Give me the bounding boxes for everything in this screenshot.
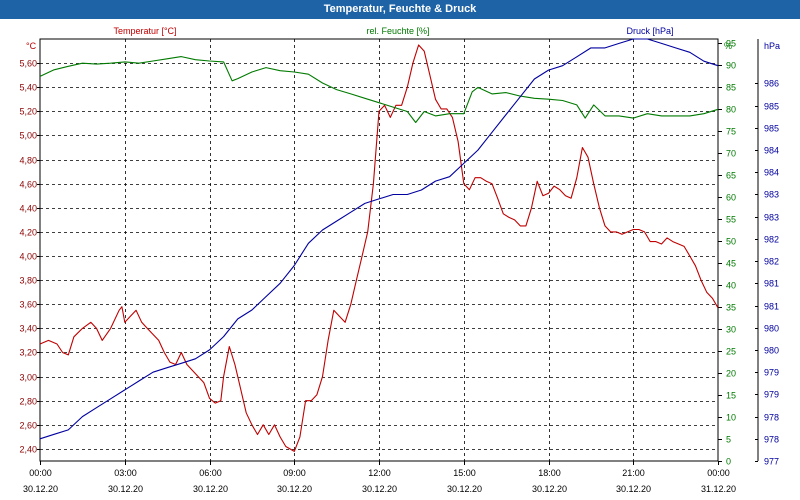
temperature-tick-label: 4,80 [19, 156, 37, 166]
pressure-series-line [39, 38, 719, 440]
humidity-tick-label: 15 [726, 391, 736, 401]
x-tick-time-label: 21:00 [622, 468, 645, 478]
humidity-tick-label: 65 [726, 171, 736, 181]
humidity-tick-label: 35 [726, 303, 736, 313]
humidity-tick-label: 90 [726, 61, 736, 71]
x-tick-date-label: 30.12.20 [532, 484, 567, 494]
temperature-tick-label: 5,40 [19, 83, 37, 93]
temperature-tick-label: 2,80 [19, 397, 37, 407]
legend-temperature: Temperatur [°C] [113, 26, 176, 36]
pressure-tick-label: 984 [764, 168, 779, 178]
temperature-tick-label: 5,60 [19, 59, 37, 69]
pressure-tick-label: 980 [764, 346, 779, 356]
humidity-tick-label: 5 [726, 435, 731, 445]
pressure-tick-label: 981 [764, 279, 779, 289]
pressure-tick-label: 986 [764, 79, 779, 89]
pressure-tick-label: 985 [764, 124, 779, 134]
pressure-tick-label: 982 [764, 257, 779, 267]
humidity-tick-label: 85 [726, 83, 736, 93]
temperature-tick-label: 5,00 [19, 131, 37, 141]
pressure-tick-label: 979 [764, 390, 779, 400]
humidity-tick-label: 55 [726, 215, 736, 225]
pressure-tick-label: 982 [764, 235, 779, 245]
x-tick-time-label: 00:00 [707, 468, 730, 478]
pressure-tick-label: 985 [764, 102, 779, 112]
x-tick-date-label: 30.12.20 [447, 484, 482, 494]
humidity-unit-label: % [724, 41, 732, 51]
humidity-tick-label: 20 [726, 369, 736, 379]
pressure-tick-label: 977 [764, 457, 779, 467]
humidity-tick-label: 70 [726, 149, 736, 159]
humidity-tick-label: 50 [726, 237, 736, 247]
humidity-tick-label: 45 [726, 259, 736, 269]
x-tick-time-label: 18:00 [538, 468, 561, 478]
temperature-tick-label: 3,20 [19, 348, 37, 358]
x-tick-date-label: 31.12.20 [701, 484, 736, 494]
pressure-tick-label: 978 [764, 413, 779, 423]
pressure-tick-label: 981 [764, 302, 779, 312]
humidity-tick-label: 75 [726, 127, 736, 137]
temperature-tick-label: 3,60 [19, 300, 37, 310]
humidity-tick-label: 80 [726, 105, 736, 115]
pressure-tick-label: 983 [764, 190, 779, 200]
pressure-tick-label: 980 [764, 324, 779, 334]
temperature-tick-label: 4,60 [19, 180, 37, 190]
x-tick-date-label: 30.12.20 [362, 484, 397, 494]
temperature-tick-label: 3,00 [19, 373, 37, 383]
pressure-unit-label: hPa [764, 41, 780, 51]
chart-title-bar: Temperatur, Feuchte & Druck [0, 0, 800, 19]
plot-frame [39, 38, 719, 462]
temperature-tick-label: 2,40 [19, 445, 37, 455]
humidity-tick-label: 60 [726, 193, 736, 203]
x-tick-time-label: 12:00 [368, 468, 391, 478]
x-tick-date-label: 30.12.20 [277, 484, 312, 494]
x-tick-date-label: 30.12.20 [616, 484, 651, 494]
temperature-unit-label: °C [26, 41, 37, 51]
temperature-series-line [39, 44, 719, 452]
x-tick-date-label: 30.12.20 [108, 484, 143, 494]
humidity-tick-label: 0 [726, 457, 731, 467]
temperature-tick-label: 2,60 [19, 421, 37, 431]
humidity-tick-label: 25 [726, 347, 736, 357]
x-tick-date-label: 30.12.20 [193, 484, 228, 494]
x-tick-time-label: 06:00 [199, 468, 222, 478]
x-tick-time-label: 09:00 [283, 468, 306, 478]
pressure-tick-label: 979 [764, 368, 779, 378]
humidity-tick-label: 95 [726, 39, 736, 49]
temperature-tick-label: 3,80 [19, 276, 37, 286]
x-tick-date-label: 30.12.20 [23, 484, 58, 494]
x-tick-time-label: 03:00 [114, 468, 137, 478]
humidity-tick-label: 30 [726, 325, 736, 335]
humidity-tick-label: 40 [726, 281, 736, 291]
temperature-tick-label: 4,40 [19, 204, 37, 214]
pressure-tick-label: 984 [764, 146, 779, 156]
x-tick-time-label: 00:00 [29, 468, 52, 478]
temperature-tick-label: 3,40 [19, 324, 37, 334]
legend-pressure: Druck [hPa] [626, 26, 673, 36]
legend-humidity: rel. Feuchte [%] [366, 26, 429, 36]
humidity-series-line [39, 56, 719, 124]
pressure-tick-label: 983 [764, 213, 779, 223]
humidity-tick-label: 10 [726, 413, 736, 423]
x-tick-time-label: 15:00 [453, 468, 476, 478]
temperature-tick-label: 4,00 [19, 252, 37, 262]
pressure-tick-label: 978 [764, 435, 779, 445]
chart-title: Temperatur, Feuchte & Druck [323, 3, 477, 15]
temperature-tick-label: 4,20 [19, 228, 37, 238]
temperature-tick-label: 5,20 [19, 107, 37, 117]
